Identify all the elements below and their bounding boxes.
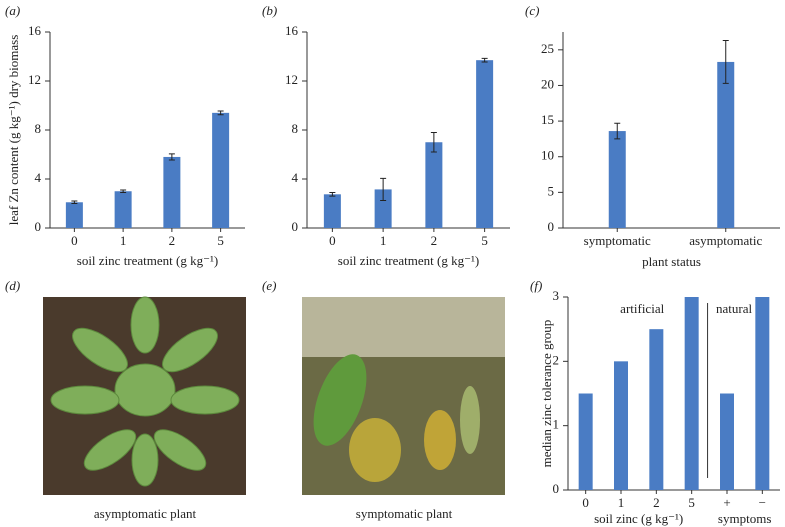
bar	[476, 60, 494, 228]
y-tick-label: 5	[548, 183, 555, 198]
photo-caption: asymptomatic plant	[94, 506, 197, 521]
x-axis-label: soil zinc (g kg⁻¹)	[594, 511, 683, 526]
error-bar	[168, 153, 175, 161]
panel-label: (c)	[525, 3, 539, 18]
error-bar	[430, 131, 437, 153]
bar	[163, 156, 181, 228]
bar	[608, 131, 626, 228]
y-tick-label: 8	[35, 121, 42, 136]
photo-e	[302, 297, 505, 495]
bar	[578, 393, 593, 490]
x-axis-label-2: symptoms	[718, 511, 771, 526]
x-tick-label: 0	[582, 495, 589, 510]
error-bar	[120, 189, 127, 193]
x-tick-label: −	[759, 495, 766, 510]
bar	[717, 61, 735, 229]
y-tick-label: 0	[553, 481, 560, 496]
x-tick-label: 5	[217, 233, 224, 248]
bar	[755, 297, 770, 490]
bar	[374, 189, 392, 228]
x-tick-label: 5	[481, 233, 488, 248]
error-bar	[217, 110, 224, 116]
photo-caption: symptomatic plant	[356, 506, 453, 521]
error-bar	[614, 122, 621, 140]
x-axis-label: soil zinc treatment (g kg⁻¹)	[77, 253, 218, 268]
annotation: natural	[716, 301, 752, 316]
x-tick-label: 1	[380, 233, 387, 248]
y-tick-label: 2	[553, 352, 560, 367]
error-bar	[722, 40, 729, 84]
bar	[649, 329, 664, 490]
y-tick-label: 4	[292, 170, 299, 185]
bar	[114, 191, 132, 228]
bar	[212, 112, 230, 228]
annotation: artificial	[620, 301, 664, 316]
x-tick-label: 5	[688, 495, 695, 510]
panel-label: (a)	[5, 3, 20, 18]
y-tick-label: 20	[541, 76, 554, 91]
x-tick-label: 1	[120, 233, 127, 248]
y-tick-label: 8	[292, 121, 299, 136]
x-tick-label: 2	[653, 495, 660, 510]
panel-label: (b)	[262, 3, 277, 18]
y-tick-label: 15	[541, 112, 554, 127]
x-tick-label: 1	[618, 495, 625, 510]
x-axis-label: soil zinc treatment (g kg⁻¹)	[338, 253, 479, 268]
panel-label: (e)	[262, 278, 276, 293]
x-tick-label: +	[723, 495, 730, 510]
bar	[684, 297, 699, 490]
y-tick-label: 16	[285, 23, 299, 38]
y-tick-label: 1	[553, 417, 560, 432]
error-bar	[380, 177, 387, 201]
y-tick-label: 12	[285, 72, 298, 87]
x-tick-label: 0	[71, 233, 78, 248]
panel-label: (d)	[5, 278, 20, 293]
x-axis-label: plant status	[642, 254, 701, 269]
y-tick-label: 0	[35, 219, 42, 234]
photo-d	[43, 296, 246, 495]
y-tick-label: 12	[28, 72, 41, 87]
bar	[614, 361, 628, 490]
y-axis-label: leaf Zn content (g kg⁻¹) dry biomass	[6, 35, 21, 226]
y-tick-label: 0	[292, 219, 299, 234]
bar	[65, 202, 83, 228]
y-tick-label: 10	[541, 148, 554, 163]
y-tick-label: 4	[35, 170, 42, 185]
x-tick-label: 0	[329, 233, 336, 248]
y-tick-label: 16	[28, 23, 42, 38]
bar	[720, 393, 734, 490]
bar	[323, 194, 341, 228]
x-tick-label: 2	[431, 233, 438, 248]
bar	[425, 142, 443, 228]
y-tick-label: 0	[548, 219, 555, 234]
x-tick-label: symptomatic	[584, 233, 651, 248]
y-axis-label: median zinc tolerance group	[539, 320, 554, 468]
error-bar	[329, 191, 336, 197]
error-bar	[481, 57, 488, 63]
x-tick-label: asymptomatic	[689, 233, 762, 248]
x-tick-label: 2	[169, 233, 176, 248]
error-bar	[71, 200, 78, 204]
panel-label: (f)	[530, 278, 542, 293]
y-tick-label: 25	[541, 41, 554, 56]
y-tick-label: 3	[553, 288, 560, 303]
